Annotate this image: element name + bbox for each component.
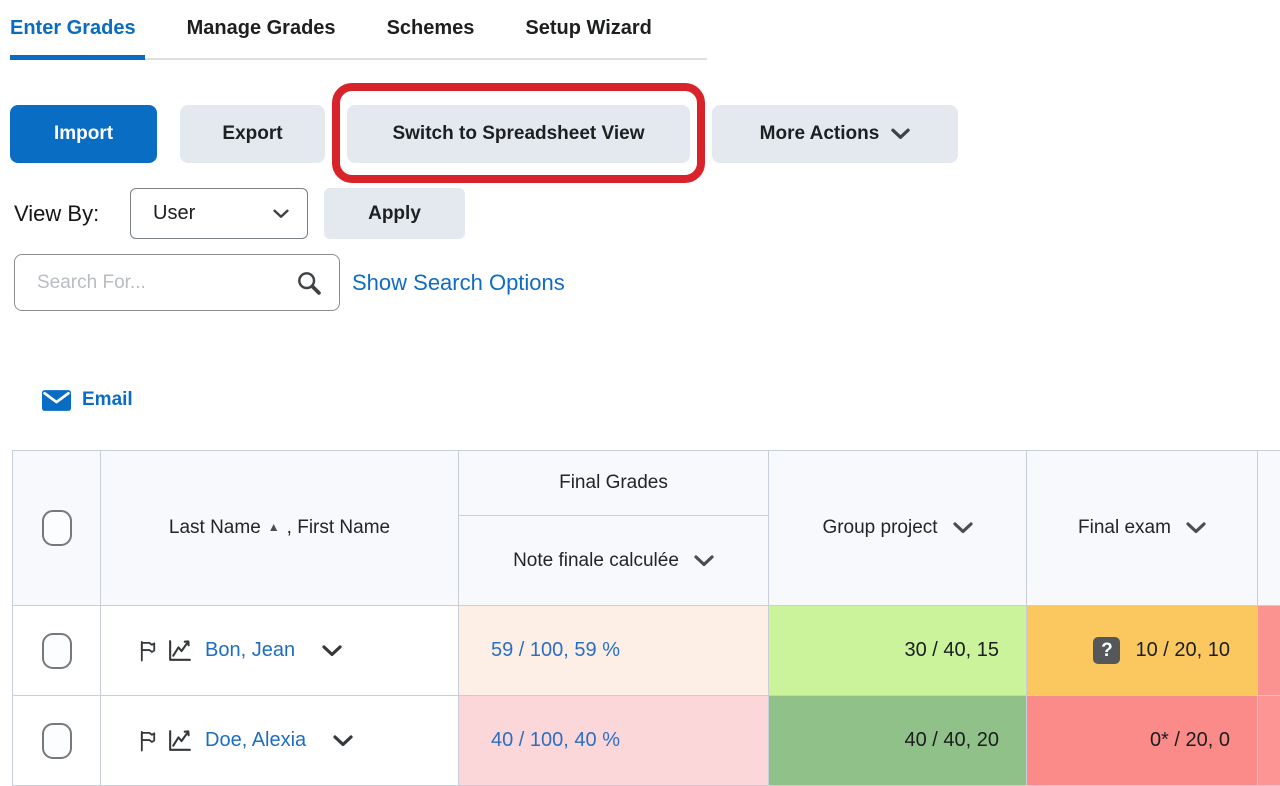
header-select-cell — [13, 451, 101, 606]
next-grade-cell-partial — [1258, 606, 1280, 696]
tab-setup-wizard[interactable]: Setup Wizard — [525, 17, 652, 39]
apply-button[interactable]: Apply — [324, 188, 465, 239]
search-input[interactable] — [15, 271, 295, 294]
student-name-link[interactable]: Bon, Jean — [205, 639, 296, 661]
row-select-cell — [13, 606, 101, 696]
header-final-grades-sub[interactable]: Note finale calculée — [459, 516, 769, 606]
tab-manage-grades[interactable]: Manage Grades — [186, 17, 336, 39]
search-box — [14, 254, 340, 311]
final-exam-label: Final exam — [1078, 517, 1171, 538]
final-exam-grade-cell[interactable]: ? 0* / 20, 0 — [1027, 696, 1258, 786]
tab-enter-grades[interactable]: Enter Grades — [10, 17, 136, 39]
row-select-cell — [13, 696, 101, 786]
tab-schemes[interactable]: Schemes — [386, 17, 475, 39]
chevron-down-icon[interactable] — [322, 644, 342, 657]
header-final-grades-group: Final Grades — [459, 451, 769, 516]
tool-navigation: Enter Grades Manage Grades Schemes Setup… — [10, 17, 652, 40]
chevron-down-icon[interactable] — [694, 554, 714, 567]
name-header-suffix: , First Name — [286, 517, 391, 538]
sort-ascending-icon: ▲ — [267, 520, 280, 534]
email-label: Email — [82, 389, 133, 410]
next-grade-cell-partial — [1258, 696, 1280, 786]
search-button[interactable] — [295, 269, 339, 297]
import-button[interactable]: Import — [10, 105, 157, 163]
final-grades-group-label: Final Grades — [559, 472, 668, 493]
view-by-selected-value: User — [153, 202, 196, 224]
header-group-project[interactable]: Group project — [769, 451, 1027, 606]
group-project-grade-cell[interactable]: 30 / 40, 15 — [769, 606, 1027, 696]
more-actions-button[interactable]: More Actions — [712, 105, 958, 163]
chevron-down-icon[interactable] — [1186, 522, 1206, 534]
view-by-select[interactable]: User — [130, 188, 308, 239]
show-search-options-link[interactable]: Show Search Options — [352, 269, 565, 295]
grade-value: 30 / 40, 15 — [904, 639, 999, 661]
view-by-label: View By: — [14, 200, 100, 226]
email-icon — [42, 389, 71, 411]
row-checkbox[interactable] — [41, 632, 72, 669]
more-actions-label: More Actions — [759, 123, 880, 144]
export-button[interactable]: Export — [180, 105, 325, 163]
grade-value: 0* / 20, 0 — [1149, 729, 1230, 751]
chevron-down-icon[interactable] — [333, 734, 353, 747]
grades-table: Last Name ▲ , First Name Final Grades No… — [12, 450, 1280, 786]
chevron-down-icon — [273, 209, 289, 219]
chevron-down-icon[interactable] — [952, 522, 973, 534]
final-grade-cell: 40 / 100, 40 % — [459, 696, 769, 786]
row-checkbox[interactable] — [41, 722, 72, 759]
header-name-column[interactable]: Last Name ▲ , First Name — [101, 451, 459, 606]
final-grade-value-link[interactable]: 59 / 100, 59 % — [491, 639, 620, 661]
header-final-exam[interactable]: Final exam — [1027, 451, 1258, 606]
final-grade-value-link[interactable]: 40 / 100, 40 % — [491, 729, 620, 751]
final-grades-sub-label: Note finale calculée — [513, 549, 679, 571]
tabs-divider — [10, 58, 707, 60]
select-all-checkbox[interactable] — [41, 510, 72, 546]
header-next-column-partial — [1258, 451, 1280, 606]
grade-value: 10 / 20, 10 — [1135, 639, 1230, 661]
final-exam-grade-cell[interactable]: ? 10 / 20, 10 — [1027, 606, 1258, 696]
final-grade-cell: 59 / 100, 59 % — [459, 606, 769, 696]
student-name-cell: Doe, Alexia — [101, 696, 459, 786]
ungraded-question-icon: ? — [1093, 637, 1121, 664]
group-project-grade-cell[interactable]: 40 / 40, 20 — [769, 696, 1027, 786]
user-progress-icon[interactable] — [166, 638, 193, 663]
search-icon — [295, 269, 323, 297]
active-tab-underline — [10, 55, 145, 60]
student-name-cell: Bon, Jean — [101, 606, 459, 696]
group-project-label: Group project — [822, 517, 938, 538]
switch-to-spreadsheet-view-button[interactable]: Switch to Spreadsheet View — [347, 105, 690, 163]
flag-icon[interactable] — [138, 639, 159, 663]
grade-value: 40 / 40, 20 — [904, 729, 999, 751]
chevron-down-icon — [891, 128, 911, 140]
student-name-link[interactable]: Doe, Alexia — [205, 729, 307, 751]
email-button[interactable]: Email — [42, 389, 133, 411]
flag-icon[interactable] — [138, 729, 159, 753]
user-progress-icon[interactable] — [166, 728, 193, 753]
name-header-prefix: Last Name — [168, 517, 261, 538]
